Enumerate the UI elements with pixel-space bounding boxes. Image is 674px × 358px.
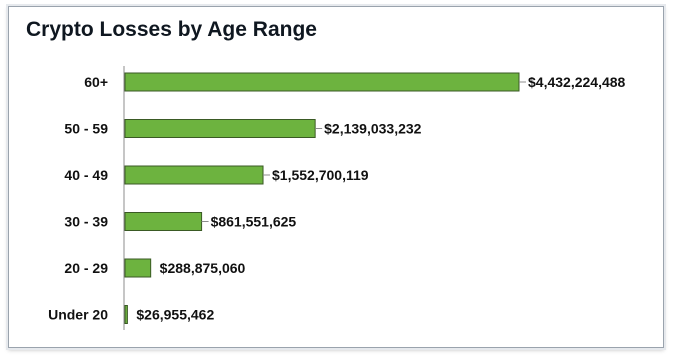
category-label: 60+ [84, 74, 108, 90]
category-label: 50 - 59 [64, 121, 108, 137]
chart-title: Crypto Losses by Age Range [26, 18, 317, 41]
bar [124, 165, 264, 185]
value-label: $26,955,462 [136, 307, 214, 323]
value-label: $861,551,625 [211, 214, 297, 230]
value-label: $1,552,700,119 [272, 167, 369, 183]
bar [124, 119, 316, 138]
bar [124, 258, 152, 278]
category-label: 20 - 29 [64, 260, 108, 276]
value-label: $288,875,060 [160, 260, 246, 276]
bar [124, 72, 520, 92]
value-label: $2,139,033,232 [324, 121, 422, 137]
value-label: $4,432,224,488 [528, 74, 626, 90]
bar [124, 305, 128, 324]
chart-frame [8, 6, 664, 348]
category-label: 40 - 49 [64, 167, 108, 183]
category-label: Under 20 [48, 307, 108, 323]
bar [124, 212, 203, 231]
category-label: 30 - 39 [64, 214, 108, 230]
